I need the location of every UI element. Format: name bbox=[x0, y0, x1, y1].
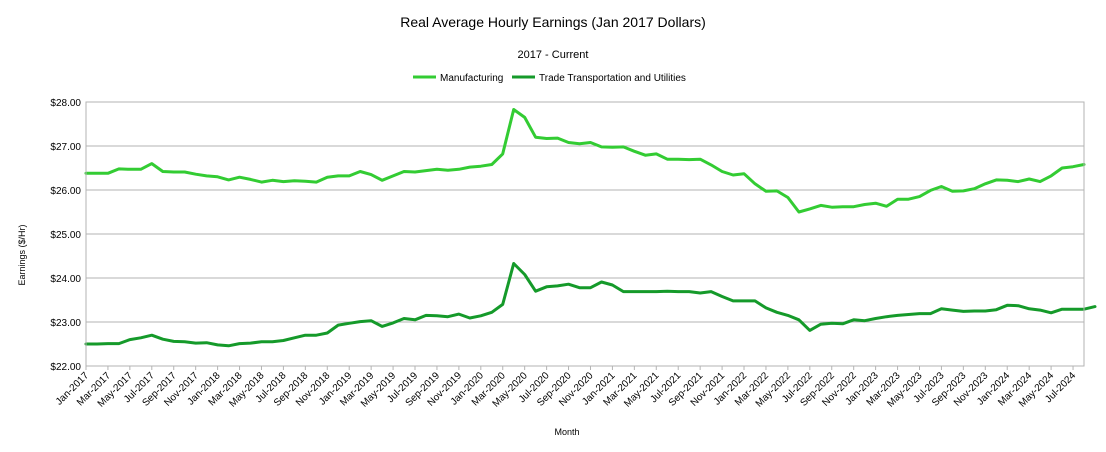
x-axis-ticks: Jan-2017Mar-2017May-2017Jul-2017Sep-2017… bbox=[54, 366, 1078, 410]
x-axis-label: Month bbox=[554, 427, 579, 437]
gridlines bbox=[86, 101, 1084, 367]
chart-title: Real Average Hourly Earnings (Jan 2017 D… bbox=[400, 14, 706, 30]
y-tick-label: $27.00 bbox=[50, 142, 81, 153]
y-axis-ticks: $22.00 $23.00 $24.00 $25.00 $26.00 $27.00 $28.… bbox=[50, 98, 81, 373]
y-tick-label: $26.00 bbox=[50, 186, 81, 197]
legend: Manufacturing Trade Transportation and U… bbox=[413, 73, 686, 84]
series-line-manufacturing bbox=[84, 108, 1086, 214]
chart-subtitle: 2017 - Current bbox=[518, 49, 589, 61]
y-tick-label: $24.00 bbox=[50, 274, 81, 285]
series-lines bbox=[84, 108, 1097, 348]
series-line-trade-transportation-utilities bbox=[84, 262, 1097, 348]
legend-label-manufacturing: Manufacturing bbox=[440, 73, 503, 84]
y-axis-label: Earnings ($/Hr) bbox=[17, 224, 27, 285]
plot-area-border bbox=[85, 101, 1085, 367]
y-tick-label: $28.00 bbox=[50, 98, 81, 109]
legend-label-trade: Trade Transportation and Utilities bbox=[539, 73, 686, 84]
y-tick-label: $25.00 bbox=[50, 230, 81, 241]
y-tick-label: $22.00 bbox=[50, 362, 81, 373]
y-tick-label: $23.00 bbox=[50, 318, 81, 329]
